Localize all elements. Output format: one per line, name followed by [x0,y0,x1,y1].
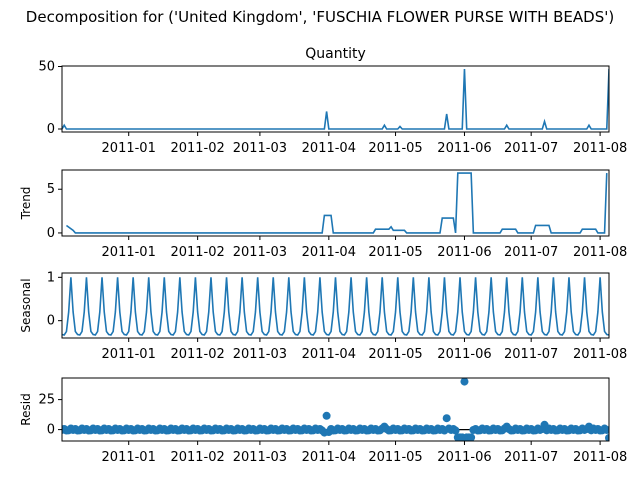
y-tick-label: 50 [38,60,55,75]
x-tick-label: 2011-02 [170,141,224,156]
x-tick-label: 2011-07 [504,141,558,156]
panel-seasonal: Seasonal 0 1 2011-01 2011-02 2011-03 2011-04 20… [19,270,627,362]
x-tick-label: 2011-01 [102,245,156,260]
y-axis-label: Trend [19,187,33,221]
x-tick-label: 2011-01 [102,347,156,362]
plot-area [62,68,609,130]
plot-area [65,172,608,234]
x-tick-label: 2011-04 [302,141,356,156]
x-tick-label: 2011-05 [368,450,422,465]
x-tick-label: 2011-03 [233,450,287,465]
panel-title: Quantity [305,46,366,62]
x-tick-label: 2011-04 [302,450,356,465]
resid-point [602,425,609,434]
resid-point [442,414,451,423]
panel-trend: Trend 0 5 2011-01 2011-02 2011-03 2011-04 2011-… [19,169,627,260]
x-tick-label: 2011-08 [573,347,627,362]
figure-title: Decomposition for ('United Kingdom', 'FU… [26,8,614,26]
resid-point [322,411,331,420]
x-tick-label: 2011-08 [573,450,627,465]
y-tick-label: 0 [47,423,55,438]
y-tick-label: 1 [47,270,55,285]
y-axis-label: Seasonal [19,278,33,332]
x-tick-label: 2011-01 [102,141,156,156]
x-tick-label: 2011-07 [504,450,558,465]
x-tick-label: 2011-03 [233,347,287,362]
axes-frame [61,272,610,339]
axes-frame [61,169,610,237]
x-tick-label: 2011-07 [504,347,558,362]
y-tick-label: 0 [47,226,55,241]
panel-observed: Quantity 0 50 2011-01 2011-02 2011-03 2011-04 2… [38,46,627,156]
resid-point [460,378,469,386]
resid-point [451,426,460,435]
x-tick-label: 2011-05 [368,347,422,362]
series-line-seasonal [62,277,609,336]
y-tick-label: 0 [47,314,55,329]
resid-point [467,433,476,441]
x-tick-label: 2011-06 [437,141,491,156]
x-tick-label: 2011-03 [233,245,287,260]
x-tick-label: 2011-02 [170,450,224,465]
resid-point [605,434,609,441]
x-tick-label: 2011-05 [368,141,422,156]
axes-frame [61,65,610,133]
y-axis-label: Resid [19,393,33,425]
x-tick-label: 2011-02 [170,245,224,260]
x-tick-label: 2011-06 [437,450,491,465]
x-tick-label: 2011-06 [437,347,491,362]
axes-frame [61,377,610,442]
x-tick-label: 2011-04 [302,245,356,260]
y-tick-label: 25 [38,393,55,408]
x-tick-label: 2011-03 [233,141,287,156]
x-tick-label: 2011-04 [302,347,356,362]
x-tick-label: 2011-08 [573,245,627,260]
plot-area [62,378,609,441]
x-tick-label: 2011-05 [368,245,422,260]
x-tick-label: 2011-08 [573,141,627,156]
y-tick-label: 5 [47,182,55,197]
series-line-quantity [62,68,609,130]
x-tick-label: 2011-06 [437,245,491,260]
x-tick-label: 2011-01 [102,450,156,465]
plot-area [62,277,609,336]
y-tick-label: 0 [47,122,55,137]
series-line-trend [65,172,608,234]
x-tick-label: 2011-07 [504,245,558,260]
x-tick-label: 2011-02 [170,347,224,362]
panel-resid: Resid 0 25 2011-01 2011-02 2011-03 2011-04 2011… [19,377,627,465]
